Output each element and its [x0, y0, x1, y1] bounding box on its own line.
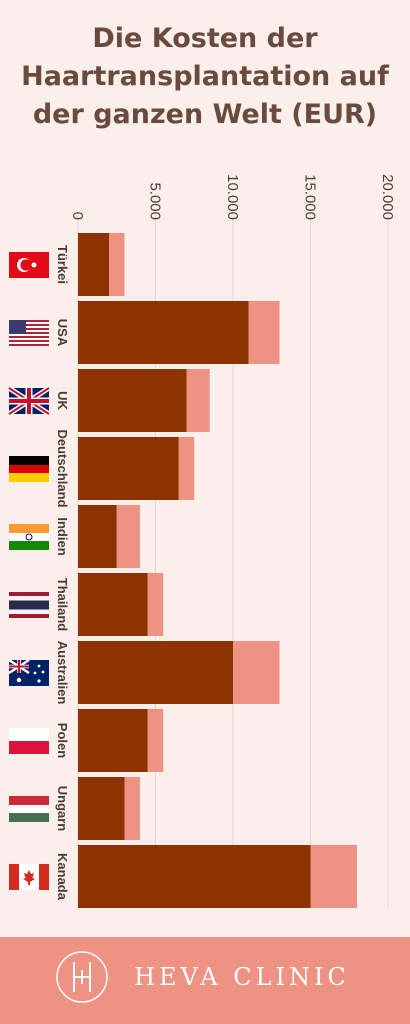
flag: [9, 864, 49, 890]
category-label: Türkei: [55, 245, 70, 284]
bar: [78, 777, 125, 840]
bar: [248, 301, 280, 364]
logo-mark: [73, 962, 91, 992]
x-tick-label: 20.000: [379, 174, 396, 220]
bar: [178, 437, 195, 500]
flag: [8, 658, 49, 686]
x-tick-label: 15.000: [302, 174, 319, 220]
category-label: Kanada: [55, 853, 70, 901]
category-label: USA: [55, 319, 70, 347]
bar: [78, 233, 109, 296]
x-tick-label: 10.000: [224, 174, 241, 220]
flag: [7, 385, 51, 417]
footer: [0, 937, 410, 1024]
bar: [78, 369, 187, 432]
category-label: Deutschland: [55, 429, 70, 507]
flag: [9, 320, 49, 346]
flags: [7, 252, 51, 890]
category-label: Australien: [55, 641, 70, 705]
bar: [78, 641, 233, 704]
flag: [9, 592, 49, 618]
bar: [78, 845, 311, 908]
bar: [116, 505, 140, 568]
bar: [78, 573, 148, 636]
category-label: Indien: [55, 517, 70, 555]
bar: [124, 777, 140, 840]
flag: [9, 728, 49, 754]
flag: [9, 456, 49, 482]
bar: [78, 301, 249, 364]
flag: [9, 252, 49, 278]
bar: [233, 641, 280, 704]
category-label: Ungarn: [55, 786, 70, 832]
bar: [78, 505, 117, 568]
bar: [109, 233, 125, 296]
bar: [78, 437, 179, 500]
category-label: Polen: [55, 723, 70, 758]
bar: [147, 573, 164, 636]
bar: [186, 369, 210, 432]
bar: [147, 709, 164, 772]
bar: [78, 709, 148, 772]
category-label: Thailand: [55, 578, 70, 632]
bar: [310, 845, 357, 908]
flag: [9, 796, 49, 822]
category-label: UK: [55, 391, 70, 410]
x-tick-label: 5.000: [147, 182, 164, 220]
chart-title: Die Kosten der Haartransplantation auf d…: [21, 23, 389, 130]
flag: [9, 524, 49, 550]
x-tick-label: 0: [69, 212, 86, 220]
logo: [56, 951, 108, 1003]
brand: HEVA CLINIC: [134, 963, 350, 991]
